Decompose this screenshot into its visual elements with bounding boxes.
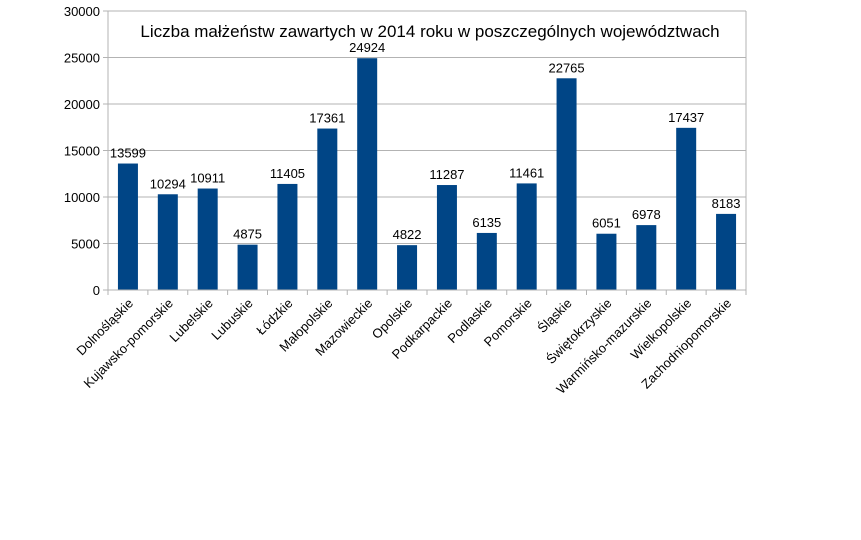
data-label: 17437 bbox=[668, 110, 704, 125]
bar bbox=[596, 233, 617, 290]
y-tick-label: 15000 bbox=[64, 144, 100, 159]
data-label: 11287 bbox=[429, 167, 464, 182]
data-label: 24924 bbox=[349, 40, 385, 55]
data-label: 4875 bbox=[233, 227, 262, 242]
bar bbox=[357, 58, 378, 290]
bar bbox=[476, 232, 497, 290]
y-tick-label: 10000 bbox=[64, 190, 100, 205]
bar bbox=[556, 78, 577, 291]
x-axis: DolnośląskieKujawsko-pomorskieLubelskieL… bbox=[73, 289, 747, 397]
bar bbox=[277, 183, 298, 290]
data-label: 8183 bbox=[712, 196, 741, 211]
y-axis: 0 5000 10000 15000 20000 25000 30000 bbox=[64, 4, 747, 298]
bar bbox=[436, 185, 457, 290]
data-label: 17361 bbox=[309, 111, 345, 126]
y-tick-label: 0 bbox=[93, 283, 100, 298]
bars bbox=[117, 58, 737, 291]
bar bbox=[157, 194, 178, 290]
bar bbox=[117, 163, 138, 290]
bar bbox=[516, 183, 537, 290]
data-label: 6051 bbox=[592, 216, 621, 231]
y-tick-label: 30000 bbox=[64, 4, 100, 19]
bar bbox=[237, 244, 258, 290]
y-tick-label: 25000 bbox=[64, 51, 100, 66]
data-label: 13599 bbox=[110, 146, 146, 161]
y-tick-label: 20000 bbox=[64, 97, 100, 112]
data-label: 6978 bbox=[632, 207, 661, 222]
data-label: 11405 bbox=[270, 166, 305, 181]
bar bbox=[197, 188, 218, 290]
data-label: 10911 bbox=[190, 171, 225, 186]
x-tick-label: Lubuskie bbox=[208, 296, 255, 343]
bar bbox=[317, 128, 338, 290]
chart-title: Liczba małżeństw zawartych w 2014 roku w… bbox=[140, 22, 719, 41]
x-tick-label: Lubelskie bbox=[166, 296, 215, 345]
data-label: 11461 bbox=[509, 165, 544, 180]
bar bbox=[676, 127, 697, 290]
data-labels: 13599 10294 10911 4875 11405 17361 24924 4822 11… bbox=[110, 40, 741, 242]
data-label: 10294 bbox=[150, 176, 186, 191]
y-tick-label: 5000 bbox=[71, 237, 100, 252]
data-label: 4822 bbox=[393, 227, 422, 242]
bar bbox=[397, 245, 418, 290]
bar bbox=[716, 213, 737, 290]
bar bbox=[636, 225, 657, 290]
data-label: 22765 bbox=[548, 60, 584, 75]
data-label: 6135 bbox=[472, 215, 501, 230]
